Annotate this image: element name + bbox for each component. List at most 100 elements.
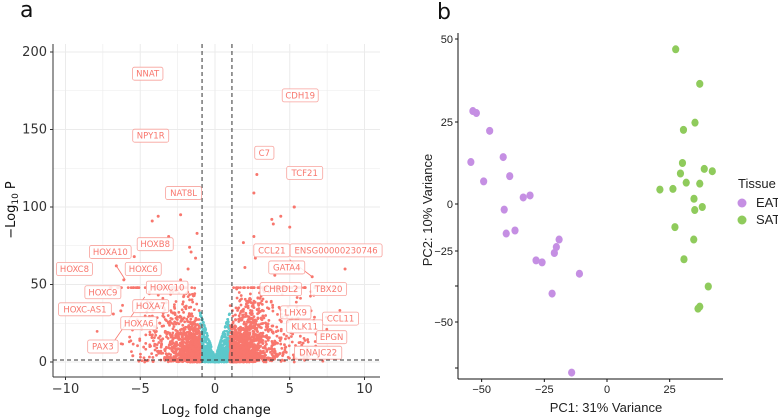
gene-label: HOXC8 xyxy=(56,262,93,276)
sig-point xyxy=(237,314,241,318)
sig-point xyxy=(252,191,256,195)
sig-point xyxy=(260,308,264,312)
sig-point xyxy=(278,336,281,340)
sig-point xyxy=(178,332,181,336)
sig-point xyxy=(243,265,247,269)
sig-point xyxy=(237,341,241,345)
gene-label-text: DNAJC22 xyxy=(299,349,337,359)
sig-point xyxy=(276,329,280,333)
sig-point xyxy=(153,344,156,348)
sig-point xyxy=(262,316,266,320)
sig-point xyxy=(171,357,175,360)
sig-point xyxy=(303,339,307,342)
sig-point xyxy=(301,341,305,345)
sig-point xyxy=(270,217,274,221)
highlight-points xyxy=(111,172,347,358)
ns-point xyxy=(204,328,208,332)
gene-label-text: NPY1R xyxy=(137,132,165,142)
sig-point xyxy=(165,356,169,359)
gene-label-box xyxy=(132,299,170,314)
ns-point xyxy=(226,320,230,324)
sig-point xyxy=(298,334,302,338)
ns-point xyxy=(220,346,224,350)
pca-point-sat xyxy=(676,169,685,178)
legend-key-eat xyxy=(737,198,747,208)
sig-point xyxy=(248,324,252,328)
pca-point-eat xyxy=(519,193,527,202)
sig-point xyxy=(160,339,163,343)
sig-point xyxy=(171,327,175,331)
x-tick-label: 5 xyxy=(286,382,294,397)
sig-point xyxy=(251,329,255,333)
sig-point xyxy=(174,333,178,337)
threshold-lines xyxy=(53,44,380,377)
sig-point xyxy=(260,338,264,342)
gene-label-text: NAT8L xyxy=(170,189,197,199)
sig-point xyxy=(231,314,235,318)
legend-key-sat xyxy=(737,215,747,225)
gene-label: HOXA7 xyxy=(132,299,170,314)
sig-point xyxy=(239,303,243,307)
axes: −50 −25 0 25 50 25 0 −25 −50 xyxy=(434,33,723,396)
pca-point-eat xyxy=(511,226,519,235)
sig-point xyxy=(172,305,176,309)
gene-label: HOXA10 xyxy=(89,245,132,259)
sig-point xyxy=(338,308,342,312)
sig-point xyxy=(131,354,135,358)
sig-point xyxy=(177,347,181,351)
sig-point xyxy=(266,338,270,342)
gene-label-text: KLK11 xyxy=(291,322,318,332)
sig-point xyxy=(238,298,242,302)
sig-point xyxy=(150,352,154,356)
sig-point xyxy=(195,355,199,358)
sig-point xyxy=(265,342,268,346)
sig-point xyxy=(173,303,176,307)
sig-point xyxy=(276,341,279,345)
gene-label-box xyxy=(165,186,203,200)
gene-label: CCL11 xyxy=(322,311,359,326)
sig-point xyxy=(239,345,242,349)
sig-point xyxy=(246,306,250,310)
sig-point xyxy=(256,316,260,320)
sig-point xyxy=(181,353,185,356)
sig-point xyxy=(148,355,151,359)
sig-point xyxy=(257,351,261,355)
sig-point xyxy=(273,273,277,277)
sig-point xyxy=(238,335,241,339)
gene-label: CDH19 xyxy=(281,88,319,103)
sig-point xyxy=(237,320,241,323)
pca-point-eat xyxy=(575,269,584,278)
sig-point xyxy=(172,325,176,328)
x-tick-label: 10 xyxy=(356,382,373,397)
sig-point xyxy=(150,219,154,223)
sig-point xyxy=(343,267,347,271)
sig-point xyxy=(261,335,265,338)
ns-point xyxy=(200,356,204,360)
ns-point xyxy=(223,347,226,351)
sig-point xyxy=(234,306,238,310)
sig-point xyxy=(179,349,183,353)
sig-point xyxy=(160,343,163,346)
gene-label: HOXA6 xyxy=(120,316,158,331)
gene-label-text: HOXC-AS1 xyxy=(63,305,106,315)
gene-label-box xyxy=(120,316,158,331)
sig-point xyxy=(234,313,237,317)
sig-point xyxy=(292,205,296,209)
gene-label-text: HOXC8 xyxy=(60,265,89,275)
sig-point xyxy=(183,327,187,331)
sig-point xyxy=(238,352,242,356)
sig-point xyxy=(253,256,257,260)
sig-point xyxy=(187,354,190,358)
ns-point xyxy=(219,350,223,354)
sig-point xyxy=(155,330,158,333)
sig-point xyxy=(229,324,232,328)
sig-point xyxy=(144,347,148,351)
sig-point xyxy=(164,330,168,334)
sig-point xyxy=(264,321,267,325)
pca-point-sat xyxy=(691,118,699,127)
pca-point-eat xyxy=(548,289,556,298)
sig-point xyxy=(186,295,190,299)
sig-point xyxy=(232,359,235,363)
y-tick-label: 200 xyxy=(22,45,47,60)
sig-point xyxy=(167,234,171,238)
